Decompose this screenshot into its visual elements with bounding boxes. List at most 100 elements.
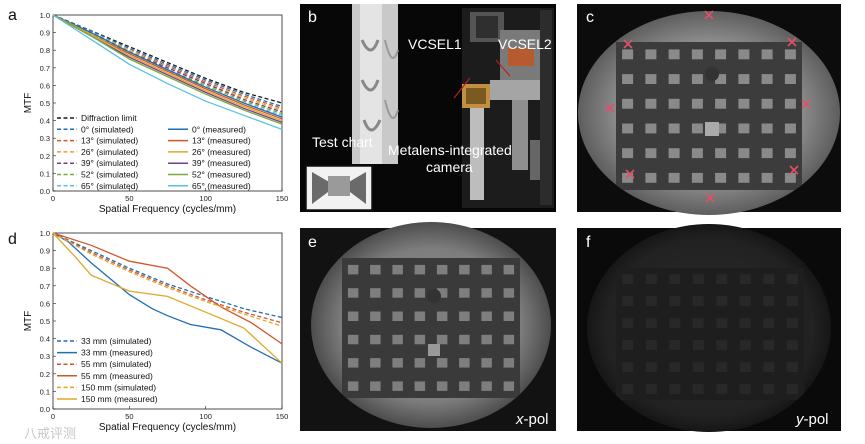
chart-square (716, 274, 728, 284)
chart-square (645, 384, 657, 394)
chart-square (692, 296, 704, 306)
chart-square (784, 49, 796, 60)
chart-square (459, 311, 470, 321)
chart-square (691, 172, 703, 183)
chart-square (459, 264, 470, 275)
photo-label-vcsel1: VCSEL1 (408, 36, 462, 52)
chart-square (503, 311, 515, 321)
chart-square (691, 148, 703, 159)
chart-square (481, 288, 492, 298)
series-line (52, 232, 283, 324)
legend-entry: 0° (measured) (192, 124, 246, 134)
x-axis-label: Spatial Frequency (cycles/mm) (99, 204, 236, 215)
chart-square (645, 318, 657, 328)
legend-entry: 13° (simulated) (81, 136, 138, 146)
chart-square (763, 384, 775, 394)
x-marker (801, 99, 811, 109)
y-tick-label: 0.8 (40, 46, 50, 55)
y-tick-label: 0.7 (40, 64, 50, 73)
chart-square (622, 384, 634, 394)
y-tick-label: 0.5 (40, 317, 50, 326)
legend-entry: Diffraction limit (81, 113, 137, 123)
chart-square (715, 123, 727, 134)
watermark-text: 八戒评测 (24, 426, 76, 441)
chart-square (503, 381, 515, 391)
chart-square (347, 381, 359, 391)
legend-entry: 150 mm (measured) (81, 394, 158, 404)
chart-square (784, 74, 796, 84)
chart-square (786, 274, 798, 284)
chart-square (761, 49, 773, 60)
chart-square (436, 334, 448, 345)
chart-square (739, 362, 751, 372)
chart-square (669, 296, 681, 306)
chart-square (691, 49, 703, 60)
chart-square (761, 98, 773, 109)
chart-square (668, 49, 680, 60)
chart-square (715, 172, 727, 183)
series-line (52, 14, 283, 125)
chart-square (370, 264, 381, 275)
legend-entry: 65° (measured) (192, 181, 251, 191)
chart-square (763, 296, 775, 306)
chart-square (669, 384, 681, 394)
chart-square (645, 49, 657, 60)
x-tick-label: 0 (51, 194, 55, 203)
chart-square (347, 288, 359, 298)
chart-square (786, 296, 798, 306)
series-line (52, 232, 283, 345)
chart-square (784, 148, 796, 159)
chart-square (645, 274, 657, 284)
photo-label-test-chart: Test chart (312, 134, 373, 150)
chart-square (645, 123, 657, 134)
chart-square (645, 340, 657, 350)
x-marker (787, 37, 797, 47)
chart-square (436, 264, 448, 275)
chart-square (691, 123, 703, 134)
x-tick-label: 150 (276, 194, 289, 203)
chart-square (761, 172, 773, 183)
chart-square (716, 384, 728, 394)
chart-square (392, 381, 403, 391)
series-line (52, 232, 283, 327)
y-tick-label: 0.4 (40, 117, 50, 126)
chart-square (761, 74, 773, 84)
legend-entry: 13° (measured) (192, 136, 251, 146)
chart-square (763, 340, 775, 350)
chart-square (716, 318, 728, 328)
chart-square (715, 49, 727, 60)
legend-entry: 55 mm (simulated) (81, 359, 152, 369)
chart-square (668, 172, 680, 183)
chart-square (414, 334, 426, 345)
chart-square (715, 98, 727, 109)
photo-label-vcsel2: VCSEL2 (498, 36, 552, 52)
y-tick-label: 0.1 (40, 169, 50, 178)
chart-square (668, 148, 680, 159)
chart-square (436, 358, 448, 368)
chart-square (645, 172, 657, 183)
chart-square (414, 381, 426, 391)
x-tick-label: 100 (199, 412, 212, 421)
chart-square (715, 148, 727, 159)
panel-letter-c: c (586, 9, 594, 26)
chart-square (414, 358, 426, 368)
chart-square (370, 334, 381, 345)
chart-square (668, 123, 680, 134)
y-tick-label: 0.7 (40, 282, 50, 291)
chart-square (668, 74, 680, 84)
chart-square (414, 288, 426, 298)
chart-square (645, 74, 657, 84)
chart-square (392, 334, 403, 345)
chart-square (645, 98, 657, 109)
y-tick-label: 0.4 (40, 335, 50, 344)
chart-square (459, 381, 470, 391)
chart-square (691, 98, 703, 109)
chart-square (786, 384, 798, 394)
chart-square (645, 148, 657, 159)
chart-square (436, 288, 448, 298)
x-tick-label: 0 (51, 412, 55, 421)
chart-square (716, 296, 728, 306)
photo-label-camera-line1: Metalens-integrated (388, 142, 512, 158)
chart-square (481, 381, 492, 391)
panel-letter-d: d (8, 231, 17, 248)
